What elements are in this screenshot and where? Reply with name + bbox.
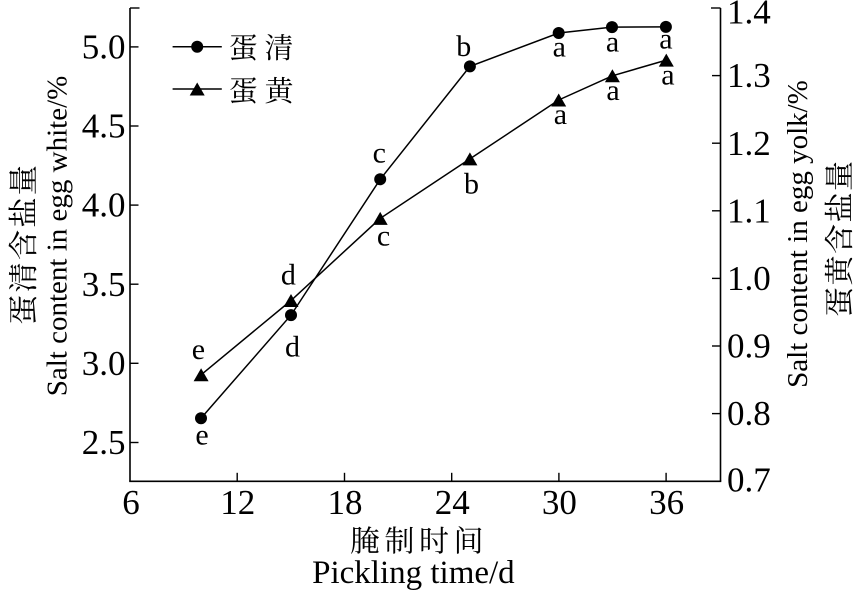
svg-text:Pickling time/d: Pickling time/d	[312, 555, 515, 591]
svg-text:1.2: 1.2	[727, 124, 771, 163]
svg-text:24: 24	[435, 483, 470, 522]
svg-text:1.0: 1.0	[727, 259, 771, 298]
svg-text:4.0: 4.0	[82, 186, 126, 225]
svg-text:4.5: 4.5	[82, 107, 126, 146]
svg-text:36: 36	[649, 483, 684, 522]
svg-text:d: d	[281, 259, 296, 292]
svg-text:18: 18	[328, 483, 363, 522]
svg-text:3.0: 3.0	[82, 344, 126, 383]
svg-text:a: a	[606, 26, 619, 59]
svg-text:c: c	[373, 137, 386, 170]
svg-text:c: c	[377, 220, 390, 253]
svg-text:12: 12	[220, 483, 255, 522]
svg-text:1.3: 1.3	[727, 56, 771, 95]
svg-text:0.7: 0.7	[727, 460, 771, 499]
svg-text:a: a	[553, 31, 566, 64]
svg-text:a: a	[661, 59, 674, 92]
svg-text:0.9: 0.9	[727, 327, 771, 366]
svg-text:2.5: 2.5	[82, 423, 126, 462]
svg-text:d: d	[285, 330, 300, 363]
svg-text:Salt content in egg yolk/%: Salt content in egg yolk/%	[782, 80, 814, 388]
svg-text:Salt content in egg white/%: Salt content in egg white/%	[41, 76, 73, 397]
svg-text:e: e	[192, 333, 205, 366]
svg-text:3.5: 3.5	[82, 265, 126, 304]
svg-text:a: a	[606, 74, 619, 107]
svg-text:b: b	[464, 168, 479, 201]
svg-text:a: a	[659, 23, 672, 56]
svg-text:6: 6	[122, 483, 140, 522]
svg-text:30: 30	[542, 483, 577, 522]
svg-text:1.4: 1.4	[727, 0, 771, 32]
svg-text:b: b	[456, 30, 471, 63]
svg-text:e: e	[195, 419, 208, 452]
svg-text:0.8: 0.8	[727, 394, 771, 433]
svg-text:a: a	[554, 98, 567, 131]
svg-text:5.0: 5.0	[82, 28, 126, 67]
svg-text:1.1: 1.1	[727, 191, 771, 230]
